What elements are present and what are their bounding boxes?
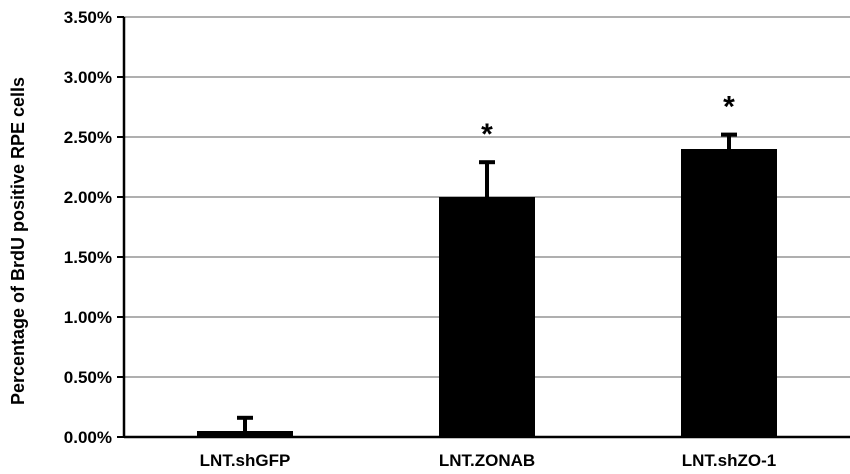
bar — [681, 149, 777, 437]
y-tick-label: 1.50% — [64, 248, 112, 267]
y-tick-label: 2.50% — [64, 128, 112, 147]
bar — [197, 431, 293, 437]
bar — [439, 197, 535, 437]
y-tick-label: 3.00% — [64, 68, 112, 87]
x-tick-label: LNT.shGFP — [200, 451, 291, 470]
x-tick-label: LNT.shZO-1 — [682, 451, 776, 470]
significance-mark: * — [723, 91, 735, 124]
y-tick-label: 0.00% — [64, 428, 112, 447]
y-tick-label: 0.50% — [64, 368, 112, 387]
y-axis-title: Percentage of BrdU positive RPE cells — [8, 77, 28, 405]
y-tick-label: 3.50% — [64, 8, 112, 27]
y-tick-label: 1.00% — [64, 308, 112, 327]
axes — [117, 16, 850, 439]
labels: 0.00% 0.50% 1.00% 1.50% 2.00% 2.50% 3.00% 3.50%… — [64, 8, 776, 470]
y-tick-label: 2.00% — [64, 188, 112, 207]
bars — [197, 132, 777, 437]
significance-mark: * — [481, 118, 493, 151]
x-tick-label: LNT.ZONAB — [439, 451, 535, 470]
